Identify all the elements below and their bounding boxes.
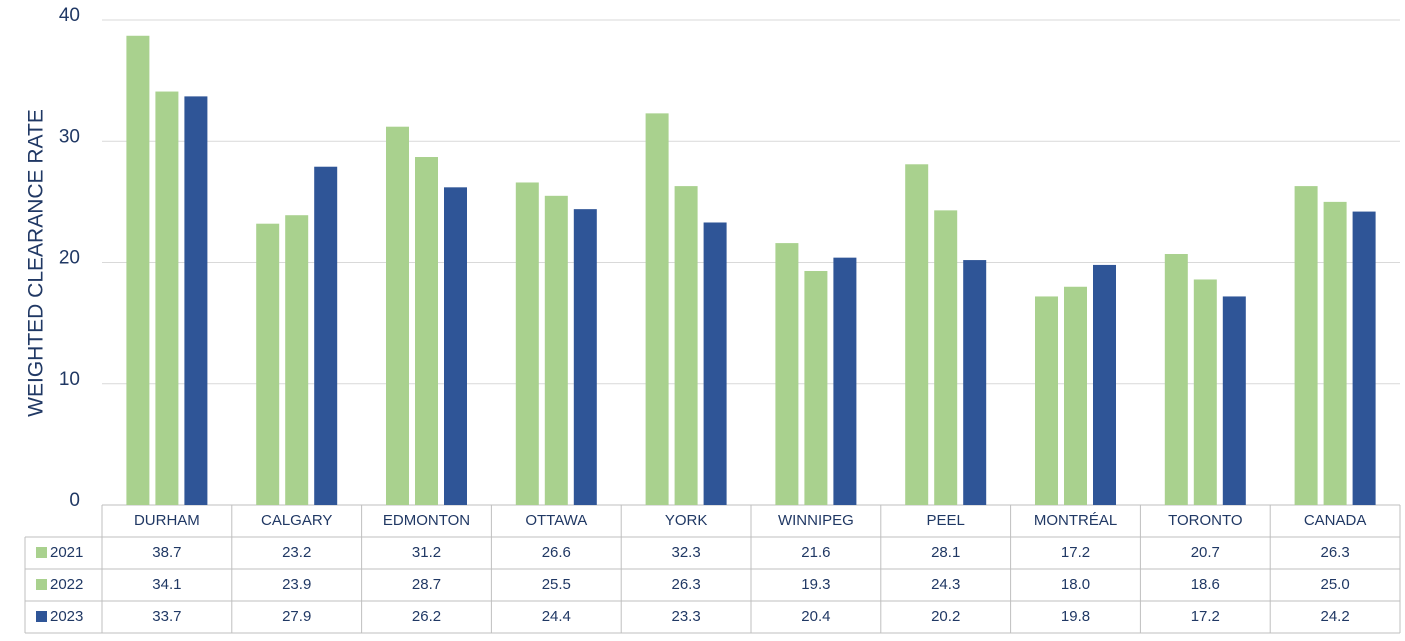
data-label: 25.5	[542, 576, 571, 593]
bar	[184, 96, 208, 505]
data-label: 32.3	[671, 544, 700, 561]
bar	[1064, 286, 1087, 505]
data-label: 18.6	[1191, 576, 1220, 593]
data-label: 31.2	[412, 544, 441, 561]
y-tick-label: 30	[59, 126, 80, 147]
y-tick-label: 40	[59, 5, 80, 26]
legend-label: 2023	[50, 608, 83, 625]
data-label: 26.6	[542, 544, 571, 561]
bar	[285, 215, 309, 505]
bar	[573, 209, 597, 505]
bar	[1323, 201, 1347, 505]
x-tick-label: OTTAWA	[525, 512, 587, 529]
bar	[256, 223, 280, 505]
bar	[386, 126, 409, 505]
bar	[1222, 296, 1246, 505]
data-label: 19.8	[1061, 608, 1090, 625]
data-label: 25.0	[1320, 576, 1349, 593]
data-label: 23.3	[671, 608, 700, 625]
data-label: 24.2	[1320, 608, 1349, 625]
data-label: 26.3	[671, 576, 700, 593]
x-tick-label: CANADA	[1304, 512, 1367, 529]
data-label: 38.7	[152, 544, 181, 561]
data-label: 18.0	[1061, 576, 1090, 593]
bar	[126, 35, 150, 505]
bar	[544, 195, 568, 505]
data-label: 19.3	[801, 576, 830, 593]
data-label: 17.2	[1191, 608, 1220, 625]
x-tick-label: DURHAM	[134, 512, 200, 529]
data-label: 28.1	[931, 544, 960, 561]
bar	[314, 166, 338, 505]
bar	[1164, 254, 1188, 505]
bar	[703, 222, 727, 506]
bar	[515, 182, 539, 505]
x-tick-label: YORK	[665, 512, 708, 529]
bar	[1294, 186, 1318, 506]
bar	[645, 113, 669, 506]
data-label: 33.7	[152, 608, 181, 625]
y-tick-label: 10	[59, 369, 80, 390]
y-axis-title: WEIGHTED CLEARANCE RATE	[25, 109, 48, 417]
data-label: 26.2	[412, 608, 441, 625]
bar	[1193, 279, 1217, 505]
legend-swatch	[36, 611, 47, 622]
y-tick-label: 0	[69, 490, 80, 511]
bar	[1035, 296, 1058, 505]
bar	[905, 164, 929, 505]
bar	[804, 270, 828, 505]
legend-swatch	[36, 579, 47, 590]
data-label: 20.4	[801, 608, 830, 625]
bar	[444, 187, 467, 505]
data-label: 24.3	[931, 576, 960, 593]
legend-label: 2021	[50, 544, 83, 561]
bar	[155, 91, 179, 505]
x-tick-label: EDMONTON	[383, 512, 470, 529]
bar	[775, 243, 799, 505]
bar	[934, 210, 958, 506]
data-label: 26.3	[1320, 544, 1349, 561]
data-label: 21.6	[801, 544, 830, 561]
x-tick-label: CALGARY	[261, 512, 332, 529]
data-label: 28.7	[412, 576, 441, 593]
data-label: 20.2	[931, 608, 960, 625]
data-label: 17.2	[1061, 544, 1090, 561]
bar	[963, 260, 987, 505]
data-label: 23.9	[282, 576, 311, 593]
x-tick-label: WINNIPEG	[778, 512, 854, 529]
data-label: 27.9	[282, 608, 311, 625]
data-label: 20.7	[1191, 544, 1220, 561]
bar	[674, 186, 698, 506]
bar	[833, 257, 857, 505]
legend-label: 2022	[50, 576, 83, 593]
data-label: 23.2	[282, 544, 311, 561]
bar	[415, 157, 438, 505]
x-tick-label: PEEL	[927, 512, 965, 529]
x-tick-label: TORONTO	[1168, 512, 1242, 529]
x-tick-label: MONTRÉAL	[1034, 512, 1117, 529]
legend-swatch	[36, 547, 47, 558]
y-tick-label: 20	[59, 248, 80, 269]
bar	[1352, 211, 1376, 505]
bar	[1093, 264, 1116, 505]
data-label: 34.1	[152, 576, 181, 593]
data-label: 24.4	[542, 608, 571, 625]
